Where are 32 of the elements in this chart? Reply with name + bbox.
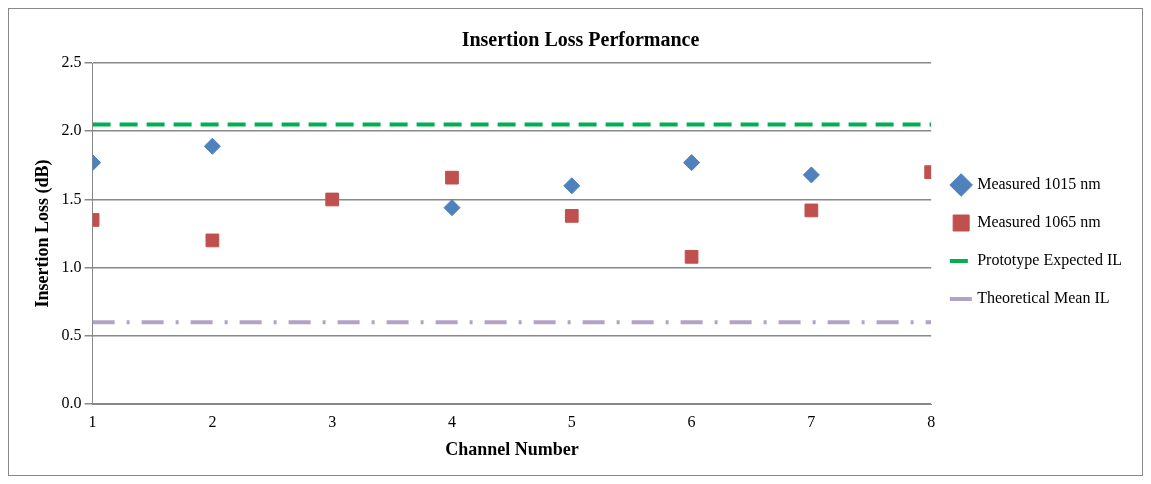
legend-label: Theoretical Mean IL	[977, 289, 1110, 307]
x-tick-label: 6	[687, 413, 696, 430]
x-tick-label: 2	[208, 413, 217, 430]
y-tick-label: 1.0	[61, 257, 82, 275]
legend-label: Prototype Expected IL	[977, 251, 1122, 270]
point	[325, 192, 340, 207]
y-tick-label: 0.5	[61, 326, 82, 344]
point	[683, 154, 701, 172]
point	[564, 208, 579, 223]
point	[443, 199, 461, 217]
point	[445, 170, 459, 185]
legend-label: Measured 1015 nm	[977, 175, 1102, 193]
chart-title: Insertion Loss Performance	[461, 28, 700, 51]
point	[804, 203, 819, 218]
y-tick-label: 1.5	[61, 189, 82, 207]
x-tick-label: 7	[807, 413, 816, 430]
x-tick-label: 8	[927, 413, 936, 430]
point	[205, 233, 220, 248]
x-tick-label: 3	[328, 413, 337, 430]
legend-label: Measured 1065 nm	[977, 213, 1102, 231]
point	[563, 177, 581, 195]
y-tick-label: 2.5	[61, 53, 82, 71]
x-tick-label: 4	[447, 413, 456, 430]
y-tick-label: 2.0	[61, 121, 82, 139]
point	[684, 249, 699, 264]
point	[802, 166, 820, 184]
y-axis-title: Insertion Loss (dB)	[32, 159, 54, 308]
point	[203, 137, 221, 155]
x-tick-label: 5	[567, 413, 576, 430]
x-axis-title: Channel Number	[445, 438, 579, 459]
x-tick-label: 1	[88, 413, 97, 430]
y-tick-label: 0.0	[61, 394, 82, 412]
